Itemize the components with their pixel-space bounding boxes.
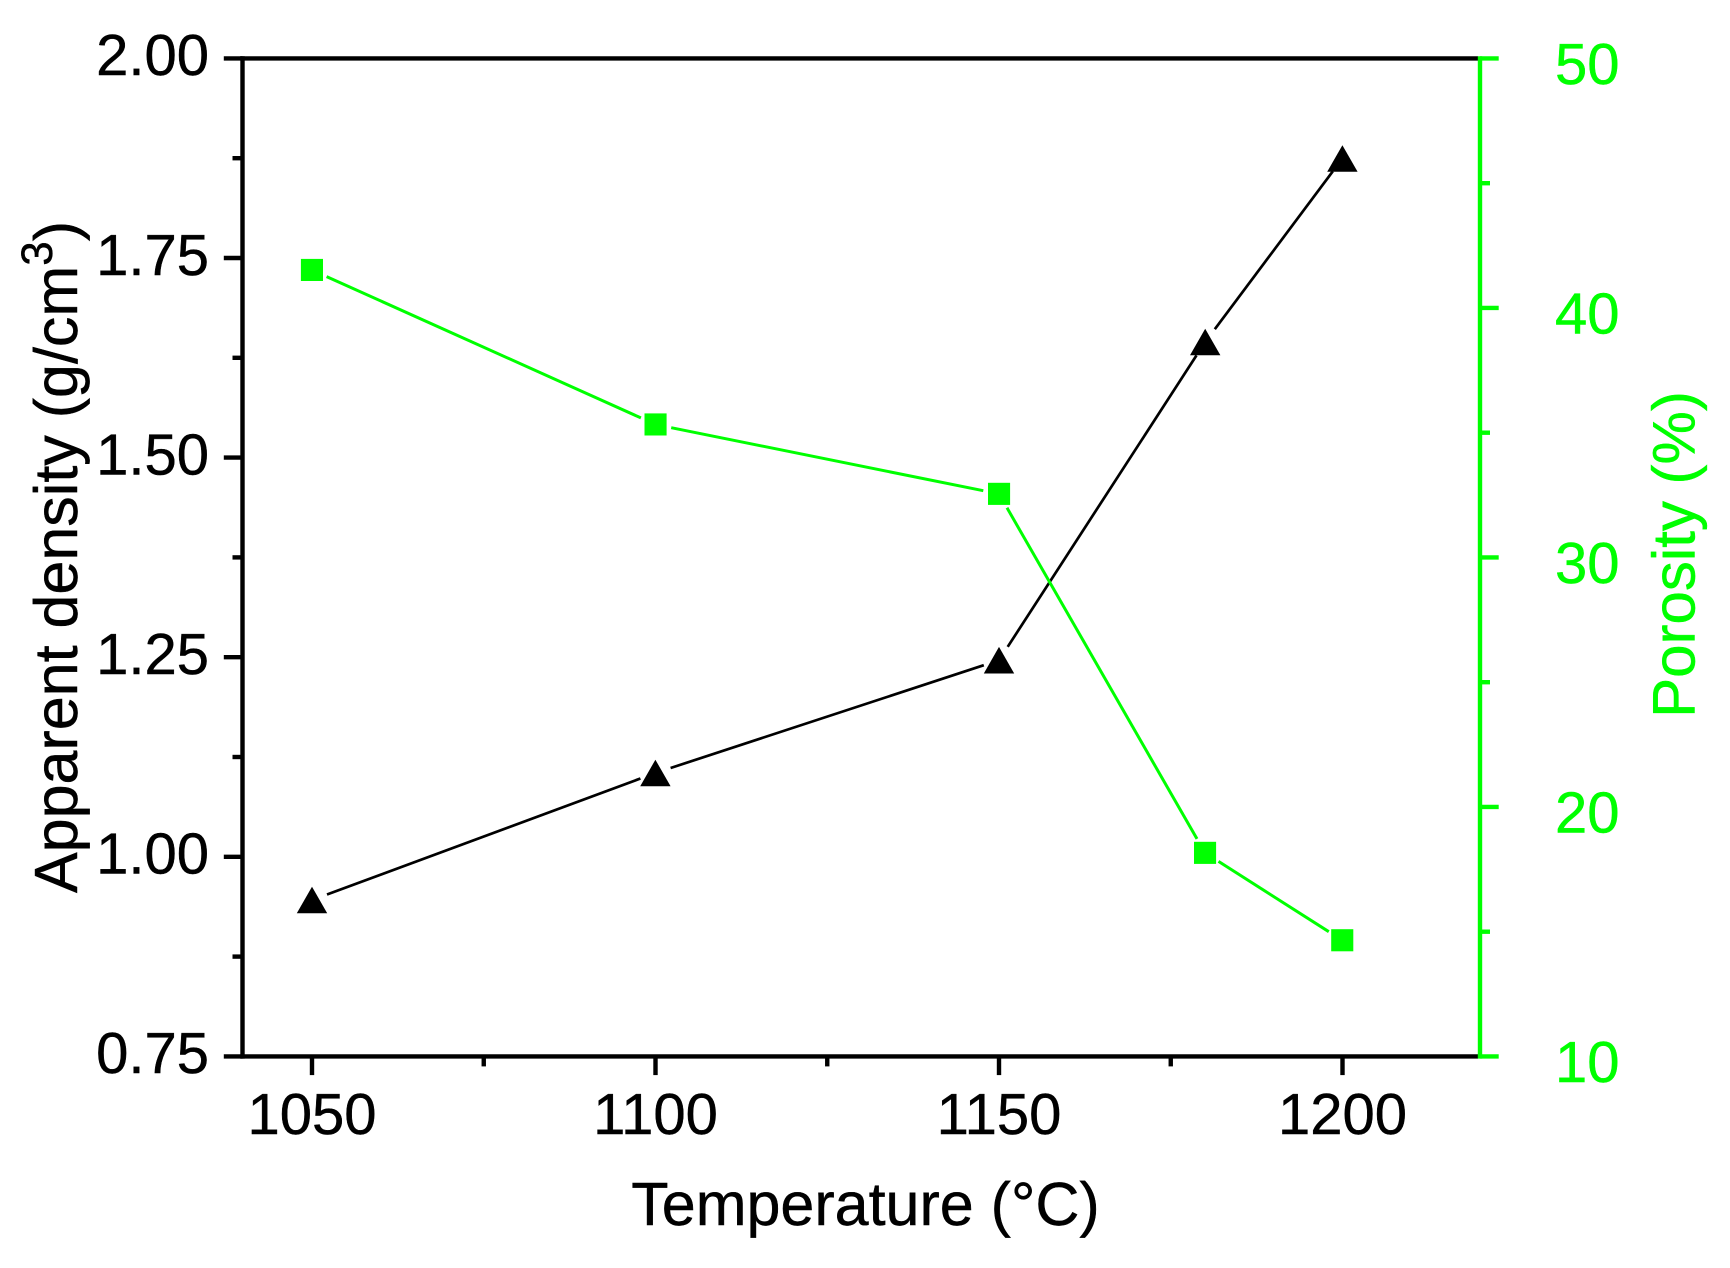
svg-text:20: 20 [1555,780,1620,845]
svg-text:1.25: 1.25 [96,622,209,687]
svg-text:1050: 1050 [247,1082,376,1147]
svg-text:0.75: 0.75 [96,1021,209,1086]
svg-text:1.50: 1.50 [96,422,209,487]
svg-text:30: 30 [1555,531,1620,596]
svg-text:Apparent density (g/cm3): Apparent density (g/cm3) [13,221,90,893]
svg-text:Porosity (%): Porosity (%) [1641,391,1708,718]
svg-text:2.00: 2.00 [96,23,209,88]
svg-text:1.00: 1.00 [96,822,209,887]
svg-text:1200: 1200 [1278,1082,1407,1147]
svg-text:1100: 1100 [593,1082,718,1147]
svg-text:10: 10 [1555,1030,1620,1095]
svg-text:40: 40 [1555,281,1620,346]
svg-text:50: 50 [1555,32,1620,97]
svg-text:1150: 1150 [937,1082,1062,1147]
svg-text:Temperature (°C): Temperature (°C) [631,1170,1099,1238]
svg-text:1.75: 1.75 [96,223,209,288]
